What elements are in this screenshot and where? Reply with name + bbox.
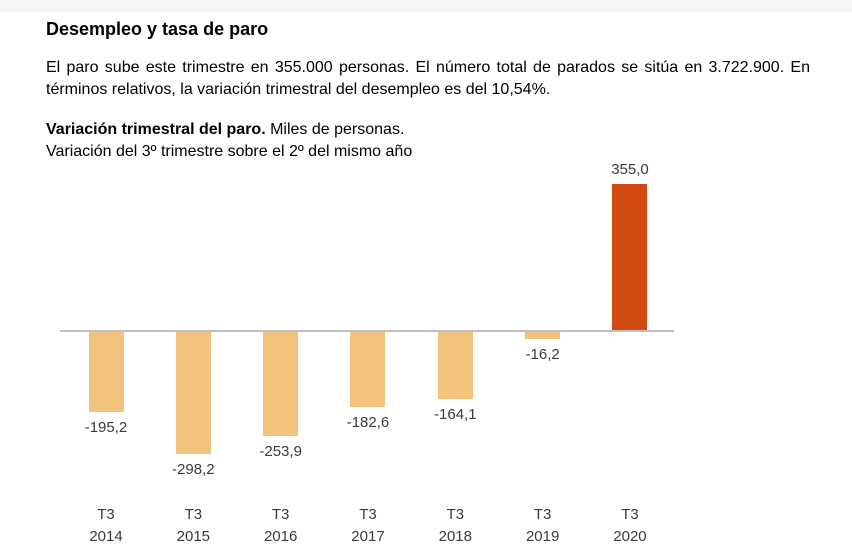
bar-t3-2020 [612, 184, 648, 332]
bar-t3-2015 [175, 330, 211, 455]
x-tick-year: 2017 [351, 528, 385, 545]
x-tick-quarter: T3 [359, 506, 377, 523]
x-tick-quarter: T3 [533, 506, 552, 523]
bar-chart: -195,2 T3 2014 -298,2 T3 2015 -253,9 T3 2016 -182… [0, 160, 852, 555]
x-tick-year: 2018 [438, 528, 472, 545]
x-tick-quarter: T3 [621, 506, 639, 523]
bar-value-label-2019: -16,2 [525, 345, 560, 363]
chart-subtitle: Variación del 3º trimestre sobre el 2º d… [46, 143, 413, 160]
x-tick-2016: T3 2016 [236, 504, 326, 548]
bar-value-label-2020: 355,0 [611, 161, 649, 179]
chart-title: Variación trimestral del paro. Miles de … [46, 119, 810, 141]
x-tick-quarter: T3 [97, 506, 115, 523]
bar-t3-2018 [437, 330, 473, 400]
bar-value-label-2015: -298,2 [172, 461, 215, 479]
x-tick-2014: T3 2014 [61, 504, 151, 548]
bar-t3-2016 [263, 330, 299, 437]
x-tick-quarter: T3 [446, 506, 465, 523]
x-tick-2020: T3 2020 [585, 504, 675, 548]
x-tick-year: 2015 [176, 528, 211, 545]
bar-value-label-2016: -253,9 [259, 443, 302, 461]
bar-t3-2017 [350, 330, 386, 407]
intro-paragraph: El paro sube este trimestre en 355.000 p… [46, 59, 810, 98]
x-tick-2019: T3 2019 [498, 504, 588, 548]
x-tick-year: 2014 [89, 528, 123, 545]
x-tick-2015: T3 2015 [148, 504, 238, 548]
section-title: Desempleo y tasa de paro [46, 19, 269, 39]
page-top-edge [0, 0, 852, 12]
text-block: Desempleo y tasa de paro El paro sube es… [0, 0, 852, 163]
chart-title-bold: Variación trimestral del paro. [46, 121, 266, 138]
x-tick-year: 2016 [263, 528, 298, 545]
bar-value-label-2014: -195,2 [84, 419, 128, 437]
x-axis-line [60, 330, 674, 332]
bar-value-label-2018: -164,1 [434, 406, 477, 424]
chart-title-unit: Miles de personas. [270, 121, 405, 138]
bar-value-label-2017: -182,6 [346, 413, 390, 431]
x-tick-quarter: T3 [271, 506, 290, 523]
x-tick-year: 2020 [613, 528, 647, 545]
x-tick-quarter: T3 [184, 506, 203, 523]
bar-t3-2014 [88, 330, 124, 413]
x-tick-year: 2019 [525, 528, 560, 545]
x-tick-2017: T3 2017 [323, 504, 413, 548]
bar-t3-2019 [525, 330, 561, 339]
x-tick-2018: T3 2018 [410, 504, 500, 548]
